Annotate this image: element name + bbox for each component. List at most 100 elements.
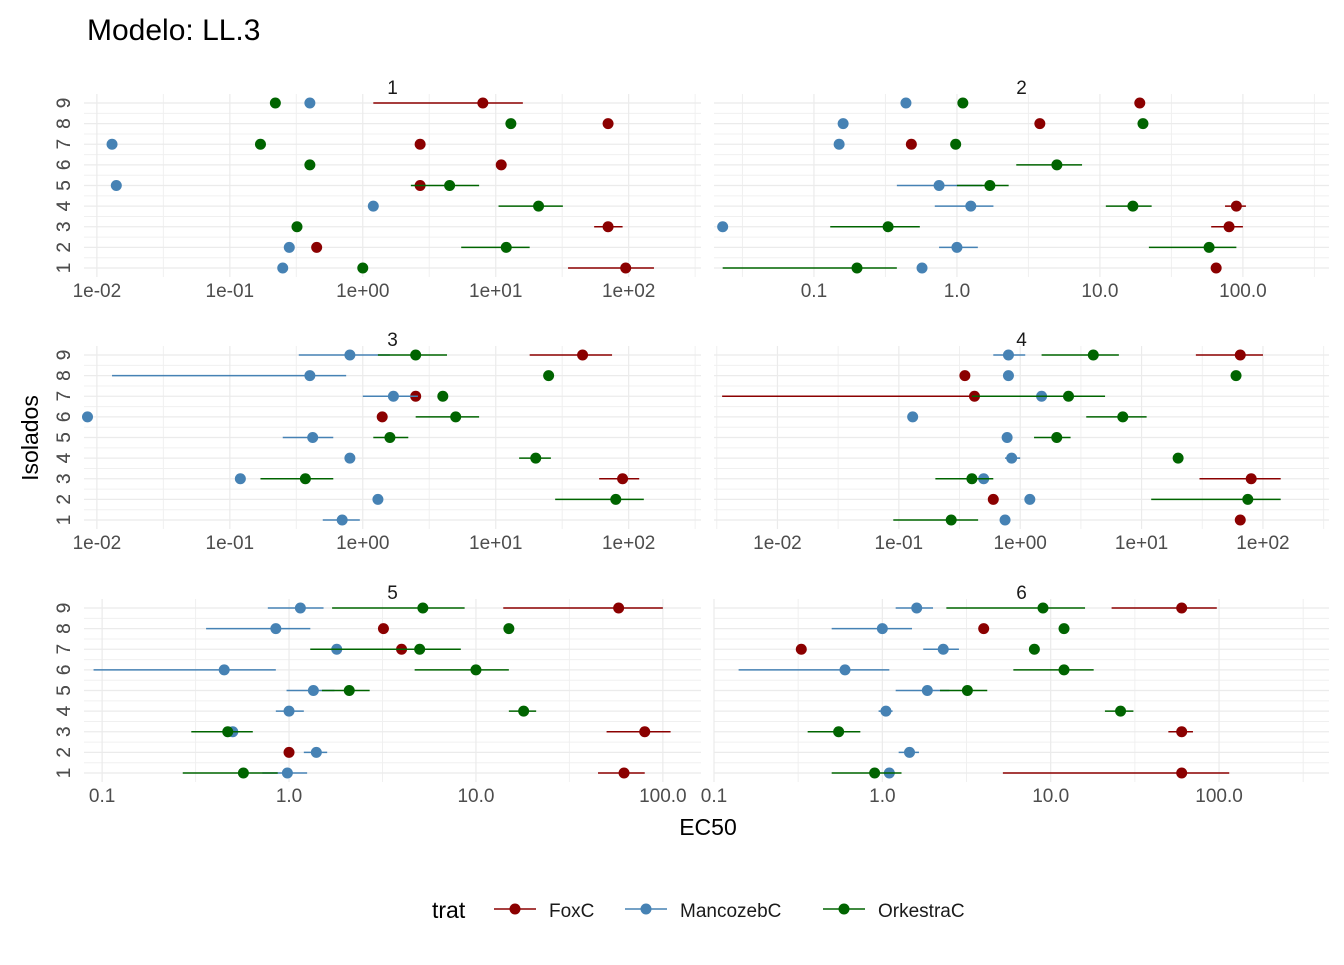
y-tick-label: 8 (54, 623, 75, 634)
data-point (1063, 390, 1075, 402)
y-tick-label: 7 (54, 139, 75, 150)
data-point (617, 473, 629, 485)
panel-3: 1e-02 1e-01 1e+00 1e+01 1e+02 1 2 3 4 5 6 7 8 9 3 (54, 330, 701, 554)
data-point (543, 370, 555, 382)
data-point (602, 118, 614, 130)
data-point (1115, 705, 1127, 717)
y-tick-label: 5 (54, 685, 75, 696)
data-point (937, 643, 949, 655)
y-tick-label: 2 (54, 494, 75, 505)
data-point (367, 200, 379, 212)
data-point (907, 411, 919, 423)
data-point (450, 411, 462, 423)
data-point (234, 473, 246, 485)
data-point (717, 221, 729, 233)
y-tick-label: 2 (54, 242, 75, 253)
y-tick-label: 1 (54, 768, 75, 779)
data-point (1234, 349, 1246, 361)
y-tick-label: 7 (54, 644, 75, 655)
data-point (304, 97, 316, 109)
data-point (1242, 493, 1254, 505)
x-tick-label: 0.1 (701, 786, 727, 807)
y-tick-label: 5 (54, 432, 75, 443)
data-point (1006, 452, 1018, 464)
y-tick-label: 1 (54, 515, 75, 526)
data-point (921, 685, 933, 696)
y-tick-label: 7 (54, 391, 75, 402)
data-point (1001, 432, 1013, 443)
data-point (283, 705, 295, 717)
y-tick-label: 8 (54, 370, 75, 381)
x-tick-label: 1e-01 (206, 281, 255, 302)
data-point (387, 390, 399, 402)
data-point (1137, 118, 1149, 130)
y-tick-label: 6 (54, 160, 75, 171)
y-tick-label: 2 (54, 242, 75, 253)
data-point (999, 514, 1011, 526)
y-tick-label: 7 (54, 139, 75, 150)
data-point (299, 473, 311, 485)
x-tick-label: 100.0 (1195, 786, 1243, 807)
data-point (357, 262, 369, 274)
chart-title: Modelo: LL.3 (87, 14, 260, 47)
data-point (978, 623, 990, 635)
data-point (1245, 473, 1257, 485)
legend-label: MancozebϹ (680, 901, 781, 922)
data-point (500, 241, 512, 253)
y-tick-label: 3 (54, 726, 75, 737)
y-tick-label: 7 (54, 644, 75, 655)
data-point (1230, 200, 1242, 212)
y-tick-label: 9 (54, 350, 75, 361)
data-point (503, 623, 515, 635)
panels-group: 1e-02 1e-01 1e+00 1e+01 1e+02 1 2 3 4 5 6 7 8 9 1 0.1 1.… (54, 78, 1329, 807)
data-point (304, 159, 316, 171)
data-point (1234, 514, 1246, 526)
x-tick-label: 1e-01 (206, 533, 255, 554)
data-point (1134, 97, 1146, 109)
y-tick-label: 2 (54, 747, 75, 758)
data-point (833, 138, 845, 150)
data-point (839, 664, 851, 676)
data-point (620, 262, 632, 274)
data-point (961, 685, 973, 696)
y-tick-label: 4 (54, 200, 75, 211)
panel-4: 1e-02 1e-01 1e+00 1e+01 1e+02 1 2 3 4 5 6 7 8 9 4 (54, 330, 1329, 554)
x-tick-label: 1.0 (869, 786, 895, 807)
data-point (1028, 643, 1040, 655)
x-tick-label: 1e+01 (469, 533, 522, 554)
x-tick-label: 1e-02 (73, 533, 122, 554)
y-tick-label: 9 (54, 350, 75, 361)
data-point (945, 514, 957, 526)
data-point (869, 767, 881, 779)
data-point (1087, 349, 1099, 361)
data-point (1024, 493, 1036, 505)
data-point (304, 370, 316, 382)
legend-label: OrkestraϹ (878, 901, 965, 922)
data-point (218, 664, 230, 676)
data-point (307, 685, 319, 696)
data-point (291, 221, 303, 233)
data-point (987, 493, 999, 505)
legend-key-point (838, 903, 850, 915)
data-point (1034, 118, 1046, 130)
y-tick-label: 9 (54, 98, 75, 109)
x-tick-label: 0.1 (89, 786, 115, 807)
y-tick-label: 5 (54, 432, 75, 443)
data-point (477, 97, 489, 109)
y-tick-label: 2 (54, 494, 75, 505)
legend-item: MancozebϹ (625, 901, 781, 922)
data-point (283, 746, 295, 758)
legend-key-point (509, 903, 521, 915)
data-point (307, 432, 319, 443)
y-tick-label: 1 (54, 515, 75, 526)
y-tick-label: 9 (54, 603, 75, 614)
y-tick-label: 6 (54, 160, 75, 171)
x-tick-label: 10.0 (1032, 786, 1069, 807)
y-tick-label: 8 (54, 118, 75, 129)
data-point (254, 138, 266, 150)
data-point (1223, 221, 1235, 233)
x-tick-label: 1.0 (276, 786, 302, 807)
y-tick-label: 4 (54, 200, 75, 211)
data-point (966, 473, 978, 485)
